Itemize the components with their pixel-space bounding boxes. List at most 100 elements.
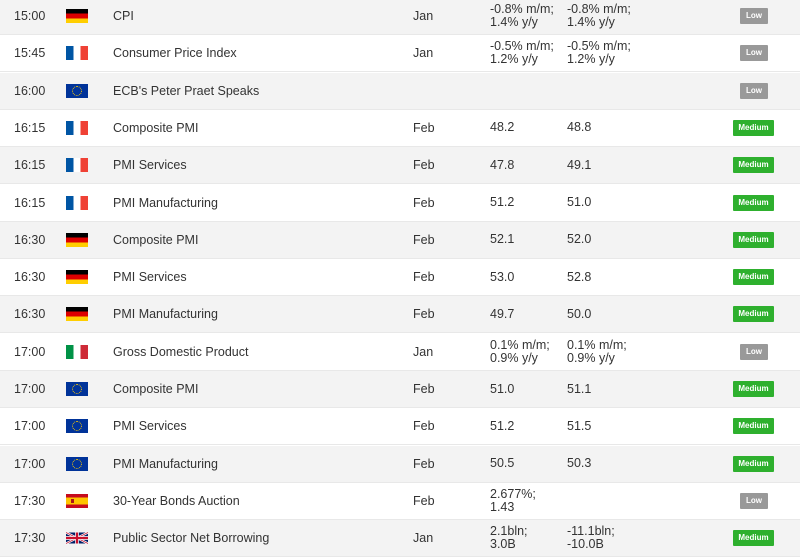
actual-value: 51.2 xyxy=(490,408,514,444)
calendar-row[interactable]: 17:00 Composite PMI Feb 51.0 51.1 Medium xyxy=(0,371,800,408)
uk-flag-icon xyxy=(66,531,88,545)
event-name[interactable]: PMI Manufacturing xyxy=(113,456,218,471)
impact-badge: Low xyxy=(740,492,768,509)
event-time: 16:15 xyxy=(14,120,46,135)
event-period: Feb xyxy=(413,270,435,285)
impact-badge: Medium xyxy=(733,306,774,323)
event-period: Feb xyxy=(413,195,435,210)
forecast-value: -0.8% m/m; 1.4% y/y xyxy=(567,0,631,34)
event-name[interactable]: PMI Services xyxy=(113,419,187,434)
calendar-row[interactable]: 16:15 Composite PMI Feb 48.2 48.8 Medium xyxy=(0,109,800,147)
actual-line-2: 1.2% y/y xyxy=(490,52,538,67)
forecast-line-2: 0.9% y/y xyxy=(567,350,615,365)
actual-value: 49.7 xyxy=(490,296,514,332)
france-flag-icon xyxy=(66,158,88,173)
forecast-line-2: 1.4% y/y xyxy=(567,15,615,29)
event-time: 17:30 xyxy=(14,531,46,546)
impact-badge: Medium xyxy=(733,157,774,174)
impact-badge: Medium xyxy=(733,194,774,211)
actual-line-1: -0.5% m/m; xyxy=(490,39,554,54)
event-name[interactable]: Public Sector Net Borrowing xyxy=(113,531,270,546)
actual-value: -0.5% m/m; 1.2% y/y xyxy=(490,35,554,71)
france-flag-icon xyxy=(66,120,88,135)
impact-badge: Low xyxy=(740,8,768,24)
eu-flag-icon xyxy=(66,382,88,396)
impact-badge: Medium xyxy=(733,381,774,397)
event-period: Feb xyxy=(413,456,435,471)
calendar-row[interactable]: 17:00 PMI Services Feb 51.2 51.5 Medium xyxy=(0,408,800,446)
event-name[interactable]: PMI Manufacturing xyxy=(113,195,218,210)
calendar-row[interactable]: 16:30 PMI Services Feb 53.0 52.8 Medium xyxy=(0,259,800,297)
actual-line-2: 1.43 xyxy=(490,499,515,514)
forecast-line-1: -0.8% m/m; xyxy=(567,2,631,16)
actual-line-1: 51.2 xyxy=(490,418,515,433)
calendar-row[interactable]: 17:30 Public Sector Net Borrowing Jan 2.… xyxy=(0,520,800,558)
calendar-row[interactable]: 15:45 Consumer Price Index Jan -0.5% m/m… xyxy=(0,35,800,73)
forecast-value: 52.8 xyxy=(567,259,591,295)
forecast-value: -0.5% m/m; 1.2% y/y xyxy=(567,35,631,71)
event-period: Feb xyxy=(413,158,435,173)
forecast-value: 50.0 xyxy=(567,296,591,332)
event-period: Feb xyxy=(413,232,435,247)
event-time: 17:00 xyxy=(14,344,46,359)
calendar-row[interactable]: 16:00 ECB's Peter Praet Speaks Low xyxy=(0,72,800,110)
event-name[interactable]: PMI Manufacturing xyxy=(113,307,218,322)
calendar-row[interactable]: 17:30 30-Year Bonds Auction Feb 2.677%; … xyxy=(0,482,800,520)
actual-line-1: -0.8% m/m; xyxy=(490,2,554,16)
actual-value: 0.1% m/m; 0.9% y/y xyxy=(490,334,550,370)
event-name[interactable]: Gross Domestic Product xyxy=(113,344,249,359)
actual-value: 2.1bln; 3.0B xyxy=(490,520,528,556)
event-name[interactable]: CPI xyxy=(113,9,134,23)
actual-line-1: 48.2 xyxy=(490,120,515,135)
spain-flag-icon xyxy=(66,493,88,508)
event-name[interactable]: 30-Year Bonds Auction xyxy=(113,493,240,508)
impact-badge: Medium xyxy=(733,530,774,547)
forecast-value: 50.3 xyxy=(567,446,591,482)
calendar-row[interactable]: 17:00 Gross Domestic Product Jan 0.1% m/… xyxy=(0,333,800,371)
event-time: 17:00 xyxy=(14,419,46,434)
eu-flag-icon xyxy=(66,456,88,471)
france-flag-icon xyxy=(66,46,88,61)
forecast-line-1: 50.0 xyxy=(567,306,592,321)
forecast-value: 52.0 xyxy=(567,222,591,258)
calendar-row[interactable]: 16:30 Composite PMI Feb 52.1 52.0 Medium xyxy=(0,221,800,259)
germany-flag-icon xyxy=(66,232,88,247)
actual-value: 53.0 xyxy=(490,259,514,295)
forecast-line-1: 48.8 xyxy=(567,120,592,135)
event-name[interactable]: Composite PMI xyxy=(113,382,199,396)
event-period: Feb xyxy=(413,307,435,322)
event-time: 16:00 xyxy=(14,83,46,98)
event-name[interactable]: Composite PMI xyxy=(113,120,199,135)
actual-line-1: 2.1bln; xyxy=(490,524,528,539)
germany-flag-icon xyxy=(66,9,88,23)
event-name[interactable]: ECB's Peter Praet Speaks xyxy=(113,83,260,98)
calendar-row[interactable]: 15:00 CPI Jan -0.8% m/m; 1.4% y/y -0.8% … xyxy=(0,0,800,35)
event-period: Feb xyxy=(413,120,435,135)
calendar-row[interactable]: 16:30 PMI Manufacturing Feb 49.7 50.0 Me… xyxy=(0,296,800,334)
event-name[interactable]: PMI Services xyxy=(113,158,187,173)
actual-value: 50.5 xyxy=(490,446,514,482)
forecast-value: 51.0 xyxy=(567,185,591,221)
impact-badge: Low xyxy=(740,82,768,99)
impact-badge: Medium xyxy=(733,269,774,286)
actual-line-1: 51.2 xyxy=(490,195,515,209)
event-name[interactable]: PMI Services xyxy=(113,270,187,285)
calendar-row[interactable]: 16:15 PMI Services Feb 47.8 49.1 Medium xyxy=(0,147,800,185)
event-period: Feb xyxy=(413,419,435,434)
forecast-line-1: 52.8 xyxy=(567,269,592,284)
forecast-line-1: 50.3 xyxy=(567,456,592,471)
event-time: 16:30 xyxy=(14,307,46,322)
event-name[interactable]: Consumer Price Index xyxy=(113,46,237,61)
calendar-row[interactable]: 17:00 PMI Manufacturing Feb 50.5 50.3 Me… xyxy=(0,445,800,483)
event-name[interactable]: Composite PMI xyxy=(113,232,199,247)
germany-flag-icon xyxy=(66,307,88,322)
forecast-value: 51.1 xyxy=(567,371,591,407)
impact-badge: Low xyxy=(740,343,768,360)
calendar-row[interactable]: 16:15 PMI Manufacturing Feb 51.2 51.0 Me… xyxy=(0,184,800,222)
actual-line-1: 49.7 xyxy=(490,306,515,321)
actual-line-1: 51.0 xyxy=(490,381,515,396)
actual-line-1: 47.8 xyxy=(490,157,515,172)
event-time: 16:30 xyxy=(14,270,46,285)
forecast-line-1: 51.0 xyxy=(567,195,592,209)
